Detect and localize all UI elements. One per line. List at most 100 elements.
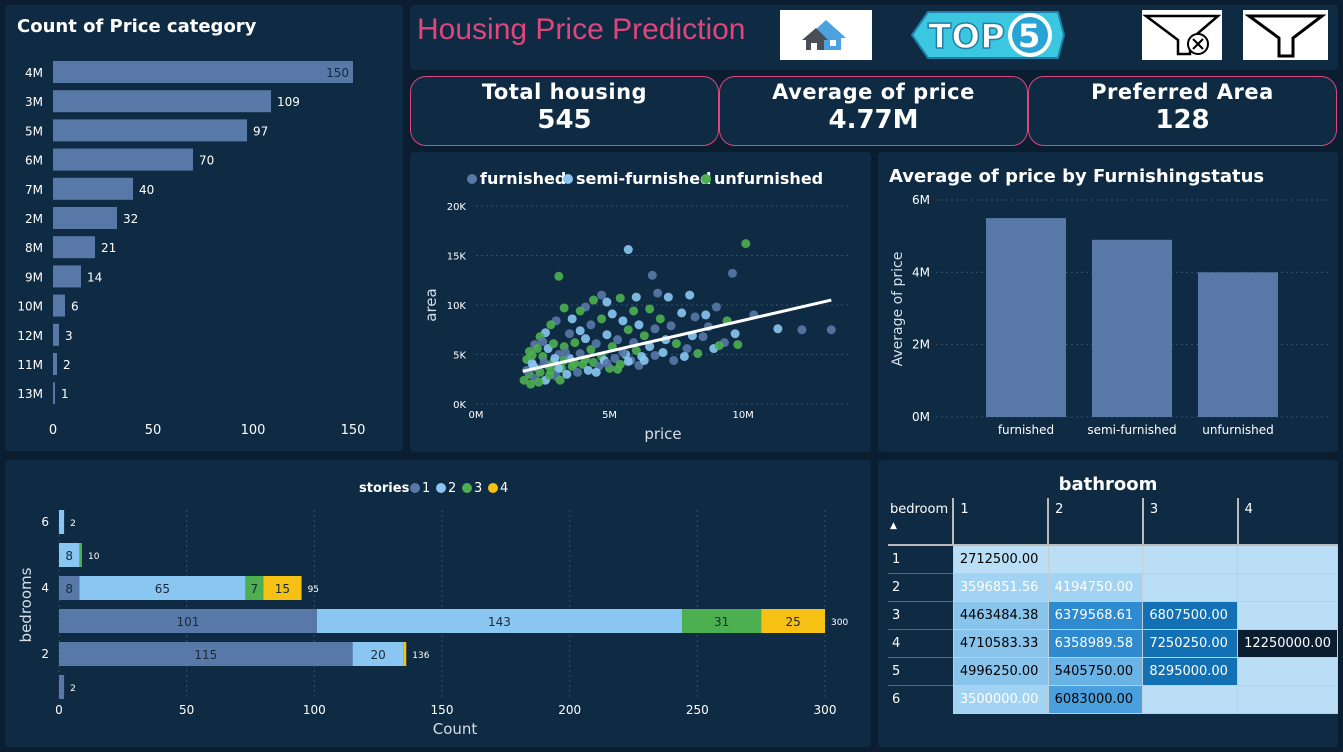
scatter-point (562, 369, 572, 379)
row-header-label[interactable]: bedroom ▲ (888, 498, 954, 546)
x-tick-label: 0 (55, 703, 63, 717)
table-cell (1237, 601, 1338, 630)
scatter-point (565, 329, 574, 339)
legend-marker (701, 174, 711, 184)
kpi-total-housing: Total housing 545 (410, 76, 719, 146)
table-cell (1237, 657, 1338, 686)
data-label: 40 (139, 183, 154, 197)
segment-label: 8 (65, 549, 73, 563)
legend-marker (488, 483, 498, 493)
home-icon[interactable] (780, 10, 872, 60)
scatter-point (575, 349, 585, 359)
scatter-point (586, 320, 596, 330)
top5-badge-number: 5 (1018, 17, 1040, 55)
scatter-point (610, 353, 620, 363)
legend-label: 2 (448, 481, 456, 496)
price-category-panel: Count of Price category 0 50 100 150 4M 150 3M… (5, 5, 403, 451)
table-row: 4 4710583.33 6358989.58 7250250.00 12250000.… (888, 629, 1338, 658)
top5-badge[interactable]: TOP 5 (908, 10, 1066, 60)
scatter-point (560, 348, 570, 358)
row-label: 2 (888, 573, 954, 602)
scatter-point (602, 297, 612, 307)
bar (53, 323, 59, 346)
category-label: 6M (25, 154, 43, 168)
kpi-preferred-area-label: Preferred Area (1091, 80, 1274, 104)
furnishing-bar-chart[interactable]: 0M 2M 4M 6M Average of price furnished semi-fu… (878, 152, 1338, 452)
table-cell: 6083000.00 (1047, 685, 1144, 714)
price-area-scatter-chart[interactable]: 0K 5K 10K 15K 20K 0M 5M 10M price area furnished se… (410, 152, 871, 452)
filter-icon[interactable] (1243, 10, 1328, 60)
kpi-average-price: Average of price 4.77M (719, 76, 1028, 146)
scatter-point (677, 308, 687, 318)
bar-segment (59, 510, 65, 534)
scatter-point (544, 370, 554, 380)
clear-filter-icon[interactable] (1142, 10, 1222, 60)
segment-label: 143 (488, 615, 511, 629)
scatter-point (623, 245, 633, 255)
category-label: 11M (17, 358, 43, 372)
scatter-point (591, 339, 601, 349)
header-panel: Housing Price Prediction TOP 5 (410, 5, 1338, 70)
bar (53, 353, 57, 375)
segment-label: 101 (176, 615, 199, 629)
x-tick-label: 150 (341, 423, 366, 438)
row-label: 1 (888, 544, 954, 574)
segment-label: 20 (371, 648, 386, 662)
scatter-point (597, 314, 607, 324)
y-tick-label: 6 (41, 515, 49, 529)
bar-segment (59, 543, 80, 567)
x-axis-label: Count (433, 720, 478, 738)
scatter-point (526, 379, 536, 389)
scatter-point (773, 324, 783, 334)
bar (53, 382, 55, 405)
x-tick-label: 200 (558, 703, 581, 717)
table-cell: 4710583.33 (952, 629, 1049, 658)
scatter-point (634, 320, 644, 330)
total-label: 136 (412, 651, 429, 661)
scatter-point (714, 341, 724, 351)
bar-segment (682, 609, 762, 633)
table-cell: 4463484.38 (952, 601, 1049, 630)
bathroom-bedroom-matrix[interactable]: bedroom ▲ 1 2 3 4 1 2712500.00 2 3596851.56 419475… (888, 498, 1338, 714)
x-tick-label: 5M (602, 410, 617, 421)
scatter-point (550, 353, 560, 363)
x-tick-label: 0 (49, 423, 57, 438)
scatter-point (554, 363, 564, 373)
scatter-point (650, 324, 660, 334)
table-cell (1237, 544, 1338, 574)
bar-segment (316, 609, 683, 633)
legend-label: unfurnished (714, 169, 823, 188)
scatter-point (559, 303, 569, 313)
scatter-point (581, 334, 591, 344)
scatter-point (653, 288, 663, 298)
bar-segment (59, 675, 65, 699)
total-label: 2 (70, 684, 76, 694)
data-label: 70 (199, 154, 214, 168)
data-label: 1 (61, 387, 69, 401)
data-label: 14 (87, 270, 102, 284)
column-header: 2 (1047, 498, 1143, 546)
table-cell: 7250250.00 (1142, 629, 1239, 658)
scatter-point (602, 330, 612, 340)
scatter-point (690, 312, 700, 322)
dashboard-title: Housing Price Prediction (417, 13, 746, 46)
column-header: 1 (952, 498, 1049, 546)
bar-segment (403, 642, 407, 666)
kpi-average-price-label: Average of price (772, 80, 975, 104)
bar (53, 177, 133, 200)
table-cell: 4996250.00 (952, 657, 1049, 686)
category-label: 2M (25, 212, 43, 226)
bar (986, 218, 1066, 417)
data-label: 97 (253, 124, 268, 138)
row-label: 3 (888, 601, 954, 630)
stories-stacked-bar-chart[interactable]: 0 50 100 150 200 250 300 Count bedrooms stories 1 2… (5, 460, 871, 747)
table-cell: 3500000.00 (952, 685, 1049, 714)
scatter-point (639, 355, 649, 365)
table-cell: 6807500.00 (1142, 601, 1239, 630)
category-label: 10M (17, 300, 43, 314)
kpi-preferred-area-value: 128 (1155, 105, 1210, 135)
row-label: 5 (888, 657, 954, 686)
segment-label: 31 (714, 615, 729, 629)
y-tick-label: 5K (453, 351, 466, 362)
